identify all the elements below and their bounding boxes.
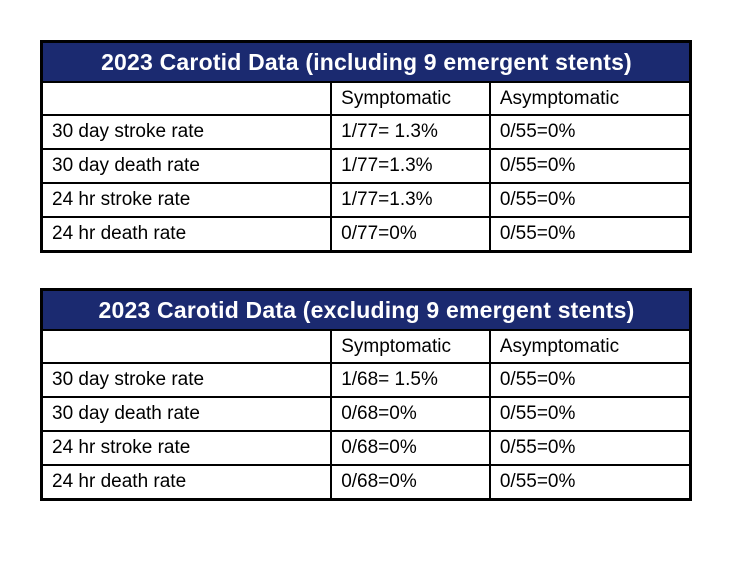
- asymptomatic-value-cell: 0/55=0%: [488, 182, 692, 218]
- asymptomatic-value-cell: 0/55=0%: [488, 396, 692, 432]
- table-title: 2023 Carotid Data (excluding 9 emergent …: [40, 288, 692, 331]
- asymptomatic-value-cell: 0/55=0%: [488, 430, 692, 466]
- column-header-row: Symptomatic Asymptomatic: [40, 329, 692, 364]
- asymptomatic-value-cell: 0/55=0%: [488, 362, 692, 398]
- row-label-cell: 24 hr stroke rate: [40, 182, 333, 218]
- symptomatic-value-cell: 0/77=0%: [330, 216, 491, 253]
- table-title-row: 2023 Carotid Data (excluding 9 emergent …: [40, 288, 692, 331]
- row-label-cell: 30 day stroke rate: [40, 114, 333, 150]
- row-label-cell: 30 day death rate: [40, 396, 333, 432]
- symptomatic-value-cell: 1/77= 1.3%: [330, 114, 491, 150]
- column-header-row: Symptomatic Asymptomatic: [40, 81, 692, 116]
- table-row: 30 day stroke rate 1/68= 1.5% 0/55=0%: [40, 362, 692, 398]
- table-row: 24 hr death rate 0/77=0% 0/55=0%: [40, 216, 692, 253]
- column-header-symptomatic: Symptomatic: [330, 329, 491, 364]
- table-row: 24 hr stroke rate 1/77=1.3% 0/55=0%: [40, 182, 692, 218]
- column-header-empty: [40, 329, 333, 364]
- row-label-cell: 24 hr death rate: [40, 464, 333, 501]
- column-header-symptomatic: Symptomatic: [330, 81, 491, 116]
- table-excluding-emergent-stents: 2023 Carotid Data (excluding 9 emergent …: [40, 288, 692, 501]
- row-label-cell: 24 hr death rate: [40, 216, 333, 253]
- row-label-cell: 30 day stroke rate: [40, 362, 333, 398]
- table-title: 2023 Carotid Data (including 9 emergent …: [40, 40, 692, 83]
- asymptomatic-value-cell: 0/55=0%: [488, 464, 692, 501]
- column-header-empty: [40, 81, 333, 116]
- asymptomatic-value-cell: 0/55=0%: [488, 216, 692, 253]
- symptomatic-value-cell: 1/68= 1.5%: [330, 362, 491, 398]
- table-row: 30 day death rate 1/77=1.3% 0/55=0%: [40, 148, 692, 184]
- column-header-asymptomatic: Asymptomatic: [488, 81, 692, 116]
- row-label-cell: 24 hr stroke rate: [40, 430, 333, 466]
- table-row: 30 day death rate 0/68=0% 0/55=0%: [40, 396, 692, 432]
- asymptomatic-value-cell: 0/55=0%: [488, 148, 692, 184]
- symptomatic-value-cell: 1/77=1.3%: [330, 182, 491, 218]
- table-title-row: 2023 Carotid Data (including 9 emergent …: [40, 40, 692, 83]
- symptomatic-value-cell: 0/68=0%: [330, 396, 491, 432]
- symptomatic-value-cell: 0/68=0%: [330, 430, 491, 466]
- table-row: 30 day stroke rate 1/77= 1.3% 0/55=0%: [40, 114, 692, 150]
- table-row: 24 hr death rate 0/68=0% 0/55=0%: [40, 464, 692, 501]
- table-including-emergent-stents: 2023 Carotid Data (including 9 emergent …: [40, 40, 692, 253]
- column-header-asymptomatic: Asymptomatic: [488, 329, 692, 364]
- table-row: 24 hr stroke rate 0/68=0% 0/55=0%: [40, 430, 692, 466]
- symptomatic-value-cell: 1/77=1.3%: [330, 148, 491, 184]
- row-label-cell: 30 day death rate: [40, 148, 333, 184]
- symptomatic-value-cell: 0/68=0%: [330, 464, 491, 501]
- asymptomatic-value-cell: 0/55=0%: [488, 114, 692, 150]
